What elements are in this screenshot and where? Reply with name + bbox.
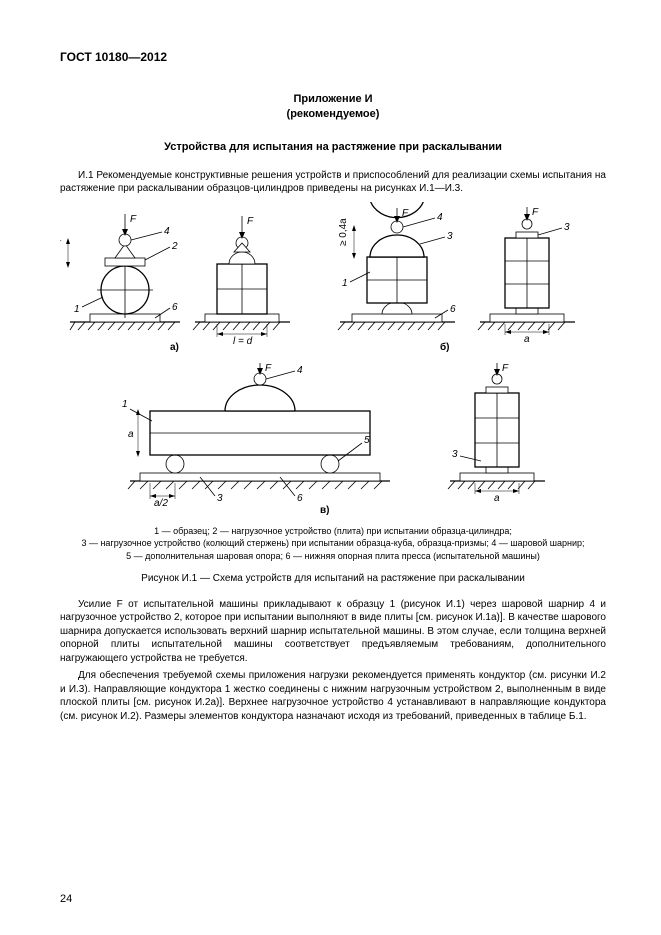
svg-text:3: 3 <box>217 493 223 504</box>
svg-text:F: F <box>532 207 539 218</box>
svg-text:4: 4 <box>437 212 443 223</box>
svg-text:5: 5 <box>364 435 370 446</box>
svg-text:3: 3 <box>452 449 458 460</box>
legend-line1: 1 — образец; 2 — нагрузочное устройство … <box>154 526 512 536</box>
svg-text:a: a <box>524 334 530 345</box>
svg-text:6: 6 <box>450 304 456 315</box>
svg-text:l = d: l = d <box>233 336 253 347</box>
standard-code: ГОСТ 10180—2012 <box>60 50 606 64</box>
svg-text:F: F <box>502 363 509 374</box>
svg-text:a: a <box>494 493 500 504</box>
appendix-heading: Приложение И (рекомендуемое) <box>60 92 606 123</box>
svg-text:4: 4 <box>164 226 170 237</box>
intro-paragraph: И.1 Рекомендуемые конструктивные решения… <box>60 169 606 196</box>
svg-text:F: F <box>402 208 409 219</box>
label-v: в) <box>320 505 329 516</box>
svg-text:F: F <box>265 363 272 374</box>
body-p1: Усилие F от испытательной машины приклад… <box>60 598 606 666</box>
svg-text:1: 1 <box>74 304 80 315</box>
figure-legend: 1 — образец; 2 — нагрузочное устройство … <box>60 525 606 563</box>
svg-text:≥ 0,4a: ≥ 0,4a <box>338 218 349 246</box>
svg-text:a: a <box>128 429 134 440</box>
figure-i1-v: F 4 1 5 3 6 a <box>60 361 600 516</box>
label-a: а) <box>170 342 179 352</box>
svg-text:4: 4 <box>297 365 303 376</box>
figure-caption: Рисунок И.1 — Схема устройств для испыта… <box>60 573 606 584</box>
svg-text:6: 6 <box>172 302 178 313</box>
label-b: б) <box>440 341 450 352</box>
svg-text:3: 3 <box>564 222 570 233</box>
main-title: Устройства для испытания на растяжение п… <box>60 141 606 153</box>
page: ГОСТ 10180—2012 Приложение И (рекомендуе… <box>0 0 661 935</box>
svg-text:1: 1 <box>342 278 348 289</box>
appendix-line2: (рекомендуемое) <box>287 108 380 120</box>
svg-text:6: 6 <box>297 493 303 504</box>
body-p2: Для обеспечения требуемой схемы приложен… <box>60 669 606 723</box>
figure-i1-ab: F 4 2 1 6 ≥ 0,4d <box>60 202 600 352</box>
legend-line3: 5 — дополнительная шаровая опора; 6 — ни… <box>126 551 540 561</box>
svg-text:≥ 0,4d: ≥ 0,4d <box>60 228 63 256</box>
svg-text:a/2: a/2 <box>154 498 168 509</box>
appendix-line1: Приложение И <box>293 93 372 105</box>
page-number: 24 <box>60 893 72 905</box>
svg-text:2: 2 <box>171 241 178 252</box>
figure-row-2: F 4 1 5 3 6 a <box>60 361 606 519</box>
svg-text:3: 3 <box>447 231 453 242</box>
svg-text:1: 1 <box>122 399 128 410</box>
figure-row-1: F 4 2 1 6 ≥ 0,4d <box>60 202 606 355</box>
legend-line2: 3 — нагрузочное устройство (колющий стер… <box>81 538 584 548</box>
label-F: F <box>130 214 137 225</box>
svg-text:F: F <box>247 216 254 227</box>
